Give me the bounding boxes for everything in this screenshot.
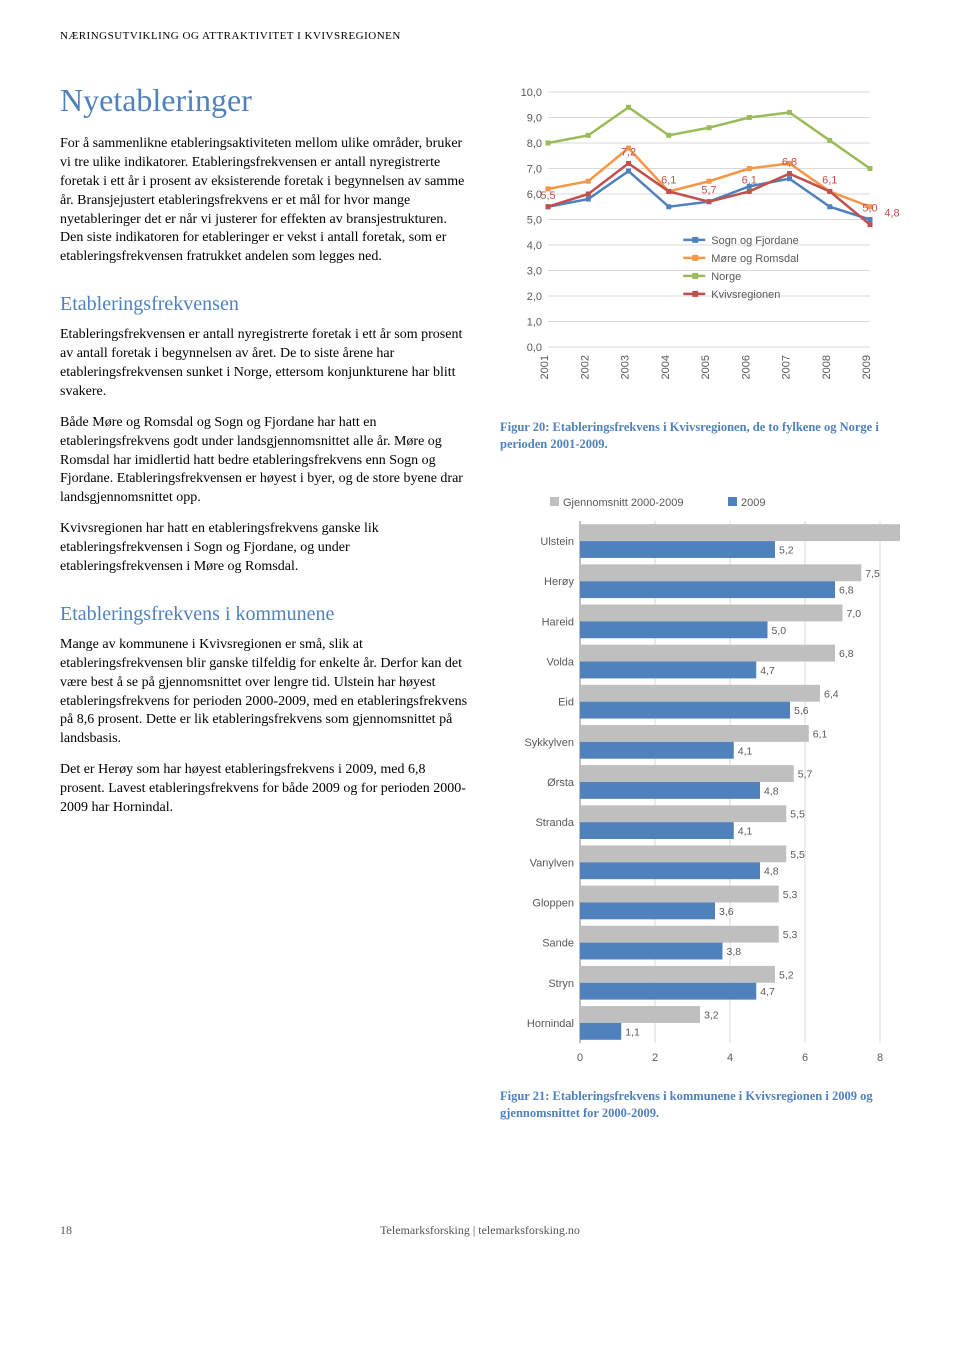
svg-text:5,5: 5,5 <box>540 190 555 202</box>
svg-text:2008: 2008 <box>821 355 833 379</box>
svg-text:3,0: 3,0 <box>527 266 542 278</box>
svg-text:5,5: 5,5 <box>790 849 805 861</box>
intro-paragraph: For å sammenlikne etableringsaktiviteten… <box>60 135 470 267</box>
svg-text:4,8: 4,8 <box>884 208 899 220</box>
svg-text:8: 8 <box>877 1052 883 1064</box>
svg-text:5,0: 5,0 <box>772 625 787 637</box>
svg-text:5,7: 5,7 <box>798 768 813 780</box>
svg-text:7,2: 7,2 <box>621 146 636 158</box>
svg-text:6: 6 <box>802 1052 808 1064</box>
svg-text:4,7: 4,7 <box>760 665 775 677</box>
page-title: Nyetableringer <box>60 82 470 119</box>
svg-text:7,0: 7,0 <box>527 164 542 176</box>
svg-text:8,0: 8,0 <box>527 138 542 150</box>
svg-text:4,1: 4,1 <box>738 825 753 837</box>
svg-text:Gloppen: Gloppen <box>532 897 574 909</box>
svg-text:4,8: 4,8 <box>764 785 779 797</box>
section2-p2: Det er Herøy som har høyest etableringsf… <box>60 761 470 818</box>
svg-text:4,0: 4,0 <box>527 240 542 252</box>
svg-text:5,7: 5,7 <box>701 185 716 197</box>
svg-text:1,0: 1,0 <box>527 317 542 329</box>
svg-text:Sykkylven: Sykkylven <box>524 737 574 749</box>
svg-text:2009: 2009 <box>861 355 873 379</box>
svg-text:6,4: 6,4 <box>824 688 839 700</box>
figure20-caption: Figur 20: Etableringsfrekvens i Kvivsreg… <box>500 419 900 453</box>
svg-text:Møre og Romsdal: Møre og Romsdal <box>711 253 798 265</box>
svg-text:3,6: 3,6 <box>719 906 734 918</box>
svg-text:2009: 2009 <box>741 497 765 509</box>
svg-text:7,5: 7,5 <box>865 568 880 580</box>
svg-text:Sande: Sande <box>542 937 574 949</box>
svg-text:4: 4 <box>727 1052 733 1064</box>
svg-text:5,5: 5,5 <box>790 808 805 820</box>
section2-p1: Mange av kommunene i Kvivsregionen er sm… <box>60 636 470 749</box>
svg-text:2007: 2007 <box>781 355 793 379</box>
section1-heading: Etableringsfrekvensen <box>60 293 470 316</box>
svg-text:Sogn og Fjordane: Sogn og Fjordane <box>711 235 798 247</box>
svg-text:2001: 2001 <box>539 355 551 379</box>
svg-text:Ørsta: Ørsta <box>547 777 575 789</box>
bar-chart: Gjennomsnitt 2000-20092009024688,65,2Uls… <box>500 491 900 1076</box>
svg-text:Herøy: Herøy <box>544 576 574 588</box>
section2-heading: Etableringsfrekvens i kommunene <box>60 603 470 626</box>
svg-text:5,6: 5,6 <box>794 705 809 717</box>
svg-text:5,2: 5,2 <box>779 969 794 981</box>
svg-text:2,0: 2,0 <box>527 291 542 303</box>
svg-text:6,1: 6,1 <box>661 174 676 186</box>
svg-text:6,1: 6,1 <box>742 174 757 186</box>
svg-text:Ulstein: Ulstein <box>540 536 574 548</box>
svg-text:3,8: 3,8 <box>727 946 742 958</box>
line-chart: 0,01,02,03,04,05,06,07,08,09,010,05,57,2… <box>500 82 900 407</box>
svg-text:2006: 2006 <box>740 355 752 379</box>
svg-text:6,1: 6,1 <box>813 728 828 740</box>
svg-text:2003: 2003 <box>620 355 632 379</box>
svg-text:Volda: Volda <box>546 656 574 668</box>
svg-text:Hornindal: Hornindal <box>527 1018 574 1030</box>
section1-p3: Kvivsregionen har hatt en etableringsfre… <box>60 520 470 577</box>
svg-text:2005: 2005 <box>700 355 712 379</box>
svg-text:2002: 2002 <box>579 355 591 379</box>
svg-text:0,0: 0,0 <box>527 342 542 354</box>
svg-text:Vanylven: Vanylven <box>530 857 574 869</box>
svg-text:5,0: 5,0 <box>527 215 542 227</box>
svg-text:7,0: 7,0 <box>847 608 862 620</box>
svg-text:5,3: 5,3 <box>783 889 798 901</box>
svg-text:4,1: 4,1 <box>738 745 753 757</box>
running-header: NÆRINGSUTVIKLING OG ATTRAKTIVITET I KVIV… <box>60 30 900 42</box>
svg-text:9,0: 9,0 <box>527 113 542 125</box>
svg-text:10,0: 10,0 <box>521 87 542 99</box>
right-column: 0,01,02,03,04,05,06,07,08,09,010,05,57,2… <box>500 82 900 1160</box>
svg-text:5,0: 5,0 <box>862 203 877 215</box>
svg-text:6,8: 6,8 <box>782 157 797 169</box>
svg-text:6,1: 6,1 <box>822 174 837 186</box>
svg-text:2004: 2004 <box>660 355 672 379</box>
svg-text:Hareid: Hareid <box>542 616 574 628</box>
svg-text:Stranda: Stranda <box>535 817 574 829</box>
svg-text:1,1: 1,1 <box>625 1026 640 1038</box>
section1-p1: Etableringsfrekvensen er antall nyregist… <box>60 326 470 402</box>
svg-text:6,8: 6,8 <box>839 648 854 660</box>
svg-text:5,2: 5,2 <box>779 544 794 556</box>
svg-text:4,7: 4,7 <box>760 986 775 998</box>
svg-text:5,3: 5,3 <box>783 929 798 941</box>
left-column: Nyetableringer For å sammenlikne etabler… <box>60 82 470 1160</box>
svg-text:2: 2 <box>652 1052 658 1064</box>
svg-text:Norge: Norge <box>711 271 741 283</box>
svg-text:Stryn: Stryn <box>548 978 574 990</box>
svg-text:6,8: 6,8 <box>839 584 854 596</box>
page-footer: 18 Telemarksforsking | telemarksforsking… <box>0 1223 960 1238</box>
footer-center: Telemarksforsking | telemarksforsking.no <box>90 1223 870 1238</box>
svg-text:Kvivsregionen: Kvivsregionen <box>711 289 780 301</box>
svg-text:Eid: Eid <box>558 696 574 708</box>
svg-text:Gjennomsnitt 2000-2009: Gjennomsnitt 2000-2009 <box>563 497 683 509</box>
svg-text:4,8: 4,8 <box>764 865 779 877</box>
figure21-caption: Figur 21: Etableringsfrekvens i kommunen… <box>500 1088 900 1122</box>
svg-text:0: 0 <box>577 1052 583 1064</box>
svg-text:3,2: 3,2 <box>704 1009 719 1021</box>
section1-p2: Både Møre og Romsdal og Sogn og Fjordane… <box>60 414 470 508</box>
page-number: 18 <box>60 1223 90 1238</box>
